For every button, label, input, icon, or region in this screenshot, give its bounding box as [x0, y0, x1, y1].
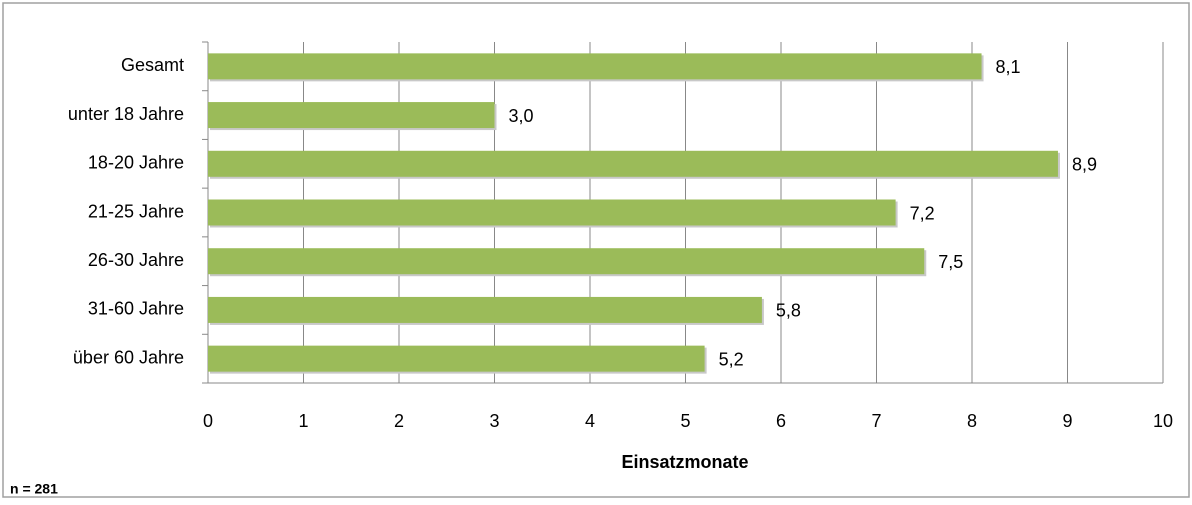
- x-axis-title: Einsatzmonate: [621, 452, 748, 472]
- y-tick-label: 26-30 Jahre: [88, 250, 184, 270]
- y-tick-label: 18-20 Jahre: [88, 153, 184, 173]
- x-tick-label: 2: [394, 411, 404, 431]
- y-tick-label: unter 18 Jahre: [68, 104, 184, 124]
- x-tick-label: 1: [298, 411, 308, 431]
- data-label: 7,2: [910, 203, 935, 223]
- x-tick-label: 10: [1153, 411, 1173, 431]
- data-label: 5,8: [776, 301, 801, 321]
- x-tick-label: 4: [585, 411, 595, 431]
- data-label: 8,1: [996, 57, 1021, 77]
- bar: [208, 150, 1058, 177]
- data-label: 8,9: [1072, 155, 1097, 175]
- bar: [208, 102, 495, 129]
- x-tick-label: 6: [776, 411, 786, 431]
- y-tick-label: Gesamt: [121, 55, 184, 75]
- x-tick-label: 8: [967, 411, 977, 431]
- bar: [208, 199, 896, 226]
- bar: [208, 53, 982, 80]
- data-label: 7,5: [938, 252, 963, 272]
- y-tick-label: über 60 Jahre: [73, 347, 184, 367]
- data-label: 5,2: [719, 349, 744, 369]
- note: n = 281: [10, 481, 58, 497]
- x-tick-label: 5: [680, 411, 690, 431]
- bar: [208, 248, 925, 275]
- data-label: 3,0: [509, 106, 534, 126]
- bar: [208, 296, 762, 323]
- x-tick-label: 7: [871, 411, 881, 431]
- y-tick-label: 31-60 Jahre: [88, 299, 184, 319]
- x-tick-label: 3: [489, 411, 499, 431]
- x-tick-label: 0: [203, 411, 213, 431]
- bar: [208, 345, 705, 372]
- y-tick-label: 21-25 Jahre: [88, 201, 184, 221]
- x-tick-label: 9: [1062, 411, 1072, 431]
